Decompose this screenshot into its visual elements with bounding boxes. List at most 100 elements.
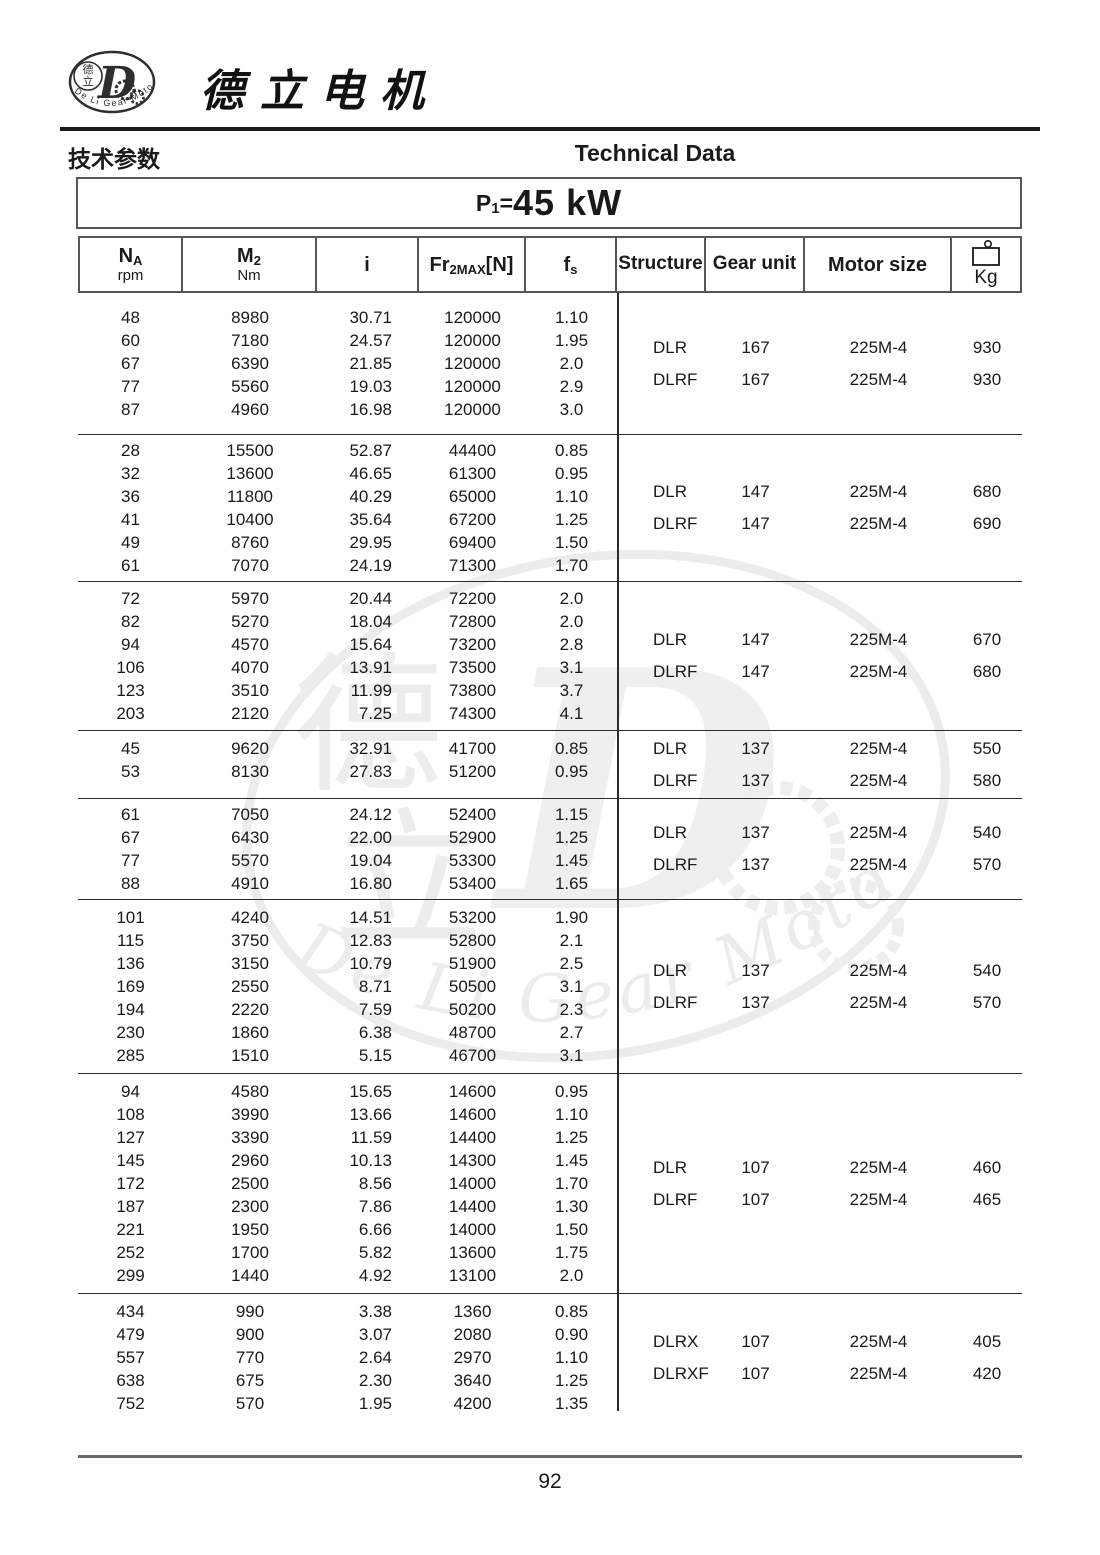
table-cell: 1.30 bbox=[554, 1196, 589, 1216]
table-cell: 2.5 bbox=[559, 953, 584, 973]
table-cell: 72200 bbox=[448, 588, 497, 608]
table-cell: 2.64 bbox=[358, 1347, 392, 1367]
table-cell: 1.25 bbox=[554, 509, 589, 529]
table-cell: 15.65 bbox=[349, 1081, 392, 1101]
table-cell: 1.50 bbox=[554, 1219, 589, 1239]
table-cell: 15500 bbox=[226, 440, 274, 460]
gear-unit-label: Gear unit bbox=[712, 253, 797, 275]
motor-size-cell: 225M-4 bbox=[849, 1363, 908, 1383]
table-row: 77 5570 19.04 53300 1.45 bbox=[78, 849, 617, 872]
table-cell: 187 bbox=[116, 1196, 145, 1216]
variant-row: DLRF 137 225M-4 570 bbox=[617, 854, 1022, 877]
structure-cell: DLRF bbox=[653, 1189, 698, 1209]
table-cell: 106 bbox=[116, 657, 145, 677]
table-cell: 1440 bbox=[231, 1265, 269, 1285]
table-cell: 3.1 bbox=[559, 976, 584, 996]
gear-unit-cell: 147 bbox=[741, 514, 770, 533]
table-cell: 10.13 bbox=[349, 1150, 392, 1170]
group-rows: 45 9620 32.91 41700 0.85 53 8130 27.83 51200 0.95 bbox=[78, 737, 617, 792]
table-row: 41 10400 35.64 67200 1.25 bbox=[78, 508, 617, 531]
table-cell: 4.1 bbox=[559, 703, 584, 723]
brand-logo-icon: 德 立 D De Li Gear Motor bbox=[62, 46, 156, 114]
table-cell: 7.86 bbox=[358, 1196, 392, 1216]
weight-cell: 465 bbox=[972, 1189, 1002, 1209]
table-cell: 77 bbox=[121, 850, 140, 870]
table-row: 172 2500 8.56 14000 1.70 bbox=[78, 1172, 617, 1195]
table-cell: 0.85 bbox=[554, 440, 589, 460]
table-row: 108 3990 13.66 14600 1.10 bbox=[78, 1103, 617, 1126]
table-cell: 1.65 bbox=[554, 873, 589, 893]
table-cell: 19.03 bbox=[349, 376, 392, 396]
table-row: 88 4910 16.80 53400 1.65 bbox=[78, 872, 617, 895]
table-cell: 101 bbox=[116, 907, 145, 927]
table-cell: 4580 bbox=[231, 1081, 269, 1101]
table-cell: 1.25 bbox=[554, 1370, 589, 1390]
table-cell: 2.8 bbox=[559, 634, 584, 654]
fs-sub: s bbox=[570, 261, 578, 277]
table-cell: 61 bbox=[121, 555, 140, 575]
table-cell: 7070 bbox=[231, 555, 269, 575]
table-cell: 120000 bbox=[444, 330, 501, 350]
table-cell: 3150 bbox=[231, 953, 269, 973]
table-cell: 5.15 bbox=[358, 1045, 392, 1065]
table-cell: 1.10 bbox=[554, 1347, 589, 1367]
table-cell: 73200 bbox=[448, 634, 497, 654]
table-cell: 41700 bbox=[448, 738, 497, 758]
table-row: 145 2960 10.13 14300 1.45 bbox=[78, 1149, 617, 1172]
structure-cell: DLR bbox=[653, 630, 688, 649]
na-sub: A bbox=[133, 252, 143, 268]
table-cell: 24.19 bbox=[349, 555, 392, 575]
fr-symbol: Fr bbox=[429, 253, 450, 276]
table-row: 106 4070 13.91 73500 3.1 bbox=[78, 656, 617, 679]
table-cell: 13600 bbox=[226, 463, 274, 483]
table-cell: 900 bbox=[235, 1324, 265, 1344]
table-cell: 3.07 bbox=[358, 1324, 392, 1344]
table-cell: 48700 bbox=[448, 1022, 497, 1042]
table-cell: 0.85 bbox=[554, 738, 589, 758]
table-cell: 19.04 bbox=[349, 850, 392, 870]
motor-size-cell: 225M-4 bbox=[849, 960, 908, 980]
table-row: 82 5270 18.04 72800 2.0 bbox=[78, 610, 617, 633]
gear-unit-cell: 137 bbox=[741, 738, 770, 758]
structure-cell: DLRXF bbox=[653, 1363, 709, 1383]
structure-label: Structure bbox=[618, 253, 703, 275]
table-cell: 108 bbox=[116, 1104, 145, 1124]
variant-row: DLRF 137 225M-4 580 bbox=[617, 769, 1022, 792]
table-cell: 14400 bbox=[448, 1196, 497, 1216]
column-header-motor-size: Motor size bbox=[805, 238, 952, 291]
table-cell: 3.1 bbox=[559, 1045, 584, 1065]
table-cell: 5970 bbox=[231, 588, 269, 608]
table-cell: 73800 bbox=[448, 680, 497, 700]
table-cell: 2.3 bbox=[559, 999, 584, 1019]
table-cell: 2.0 bbox=[559, 611, 584, 631]
weight-cell: 930 bbox=[972, 369, 1002, 389]
table-row: 32 13600 46.65 61300 0.95 bbox=[78, 462, 617, 485]
header-rule bbox=[60, 127, 1040, 131]
gear-unit-cell: 107 bbox=[741, 1157, 770, 1177]
table-cell: 73500 bbox=[448, 657, 497, 677]
table-cell: 53 bbox=[121, 761, 140, 781]
table-row: 221 1950 6.66 14000 1.50 bbox=[78, 1218, 617, 1241]
structure-cell: DLRF bbox=[653, 369, 698, 389]
table-group: 61 7050 24.12 52400 1.15 67 6430 22.00 52900 1.25… bbox=[78, 798, 1022, 899]
table-cell: 4070 bbox=[231, 657, 269, 677]
motor-size-cell: 225M-4 bbox=[849, 369, 908, 389]
table-row: 61 7070 24.19 71300 1.70 bbox=[78, 554, 617, 577]
table-cell: 82 bbox=[121, 611, 140, 631]
table-cell: 11800 bbox=[226, 486, 273, 506]
motor-size-cell: 225M-4 bbox=[849, 630, 908, 649]
group-rows: 434 990 3.38 1360 0.85 479 900 3.07 2080 0.90 557 7… bbox=[78, 1300, 617, 1415]
table-row: 94 4580 15.65 14600 0.95 bbox=[78, 1080, 617, 1103]
table-cell: 2.30 bbox=[358, 1370, 392, 1390]
table-row: 230 1860 6.38 48700 2.7 bbox=[78, 1021, 617, 1044]
table-cell: 32.91 bbox=[349, 738, 392, 758]
table-cell: 120000 bbox=[444, 353, 501, 373]
table-cell: 172 bbox=[116, 1173, 145, 1193]
table-cell: 7050 bbox=[231, 804, 269, 824]
motor-size-label: Motor size bbox=[828, 253, 927, 276]
motor-size-cell: 225M-4 bbox=[849, 1331, 908, 1351]
motor-size-cell: 225M-4 bbox=[849, 1189, 908, 1209]
table-cell: 4240 bbox=[231, 907, 269, 927]
table-header-row: NA rpm M2 Nm i Fr2MAX[N] fs Structure Ge… bbox=[78, 236, 1022, 293]
column-header-gear-unit: Gear unit bbox=[706, 238, 805, 291]
